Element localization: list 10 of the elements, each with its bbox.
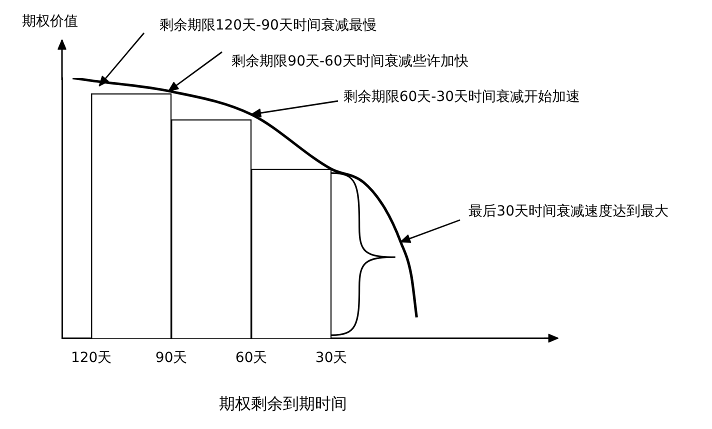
x-tick-label: 120天 — [70, 350, 112, 366]
x-tick-label: 60天 — [235, 350, 268, 366]
annotation: 最后30天时间衰减速度达到最大 — [468, 204, 668, 220]
y-axis-title: 期权价值 — [22, 14, 78, 30]
annotation: 剩余期限60天-30天时间衰减开始加速 — [343, 89, 580, 106]
annotation: 剩余期限90天-60天时间衰减些许加快 — [232, 54, 468, 70]
x-tick-label: 30天 — [315, 350, 348, 366]
x-tick-label: 90天 — [155, 350, 188, 366]
x-axis-title: 期权剩余到期时间 — [219, 394, 347, 414]
annotation: 剩余期限120天-90天时间衰减最慢 — [159, 17, 377, 34]
